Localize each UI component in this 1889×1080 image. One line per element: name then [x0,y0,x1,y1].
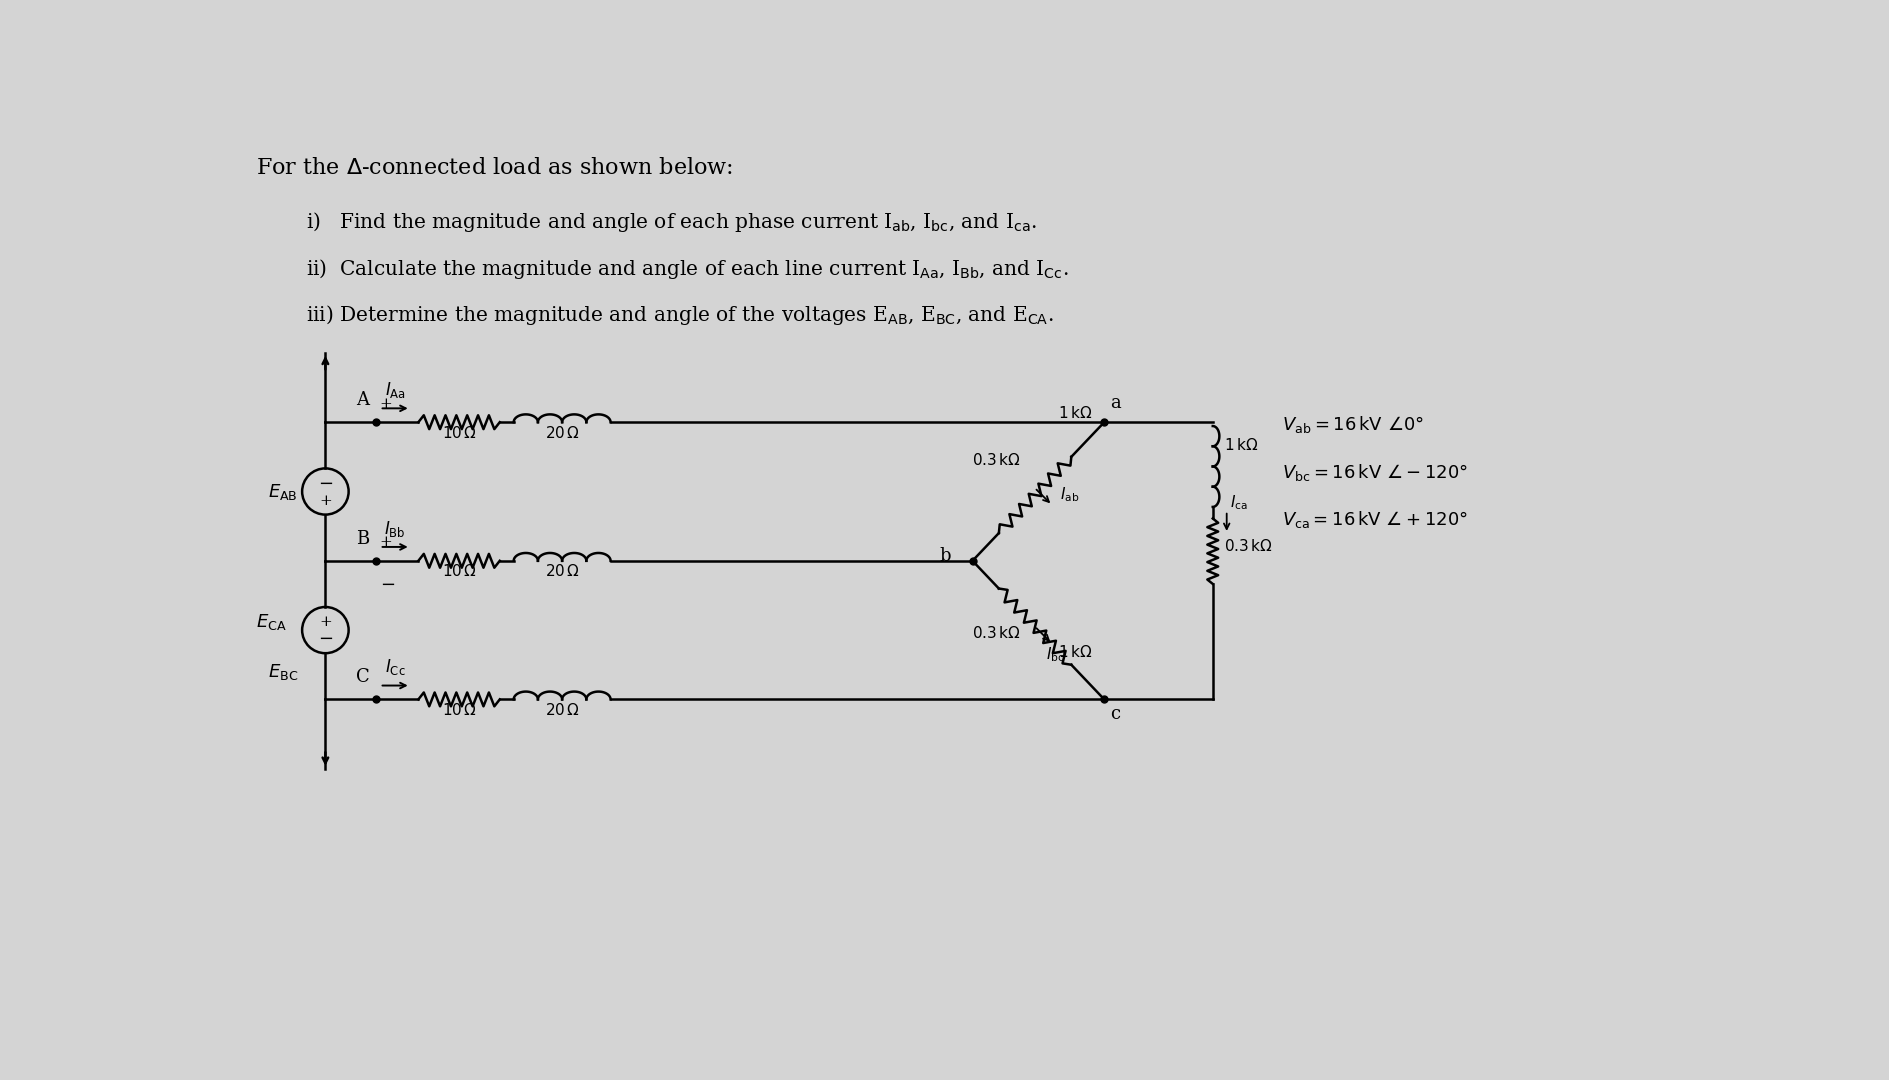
Text: ii)  Calculate the magnitude and angle of each line current I$_{\rm Aa}$, I$_{\r: ii) Calculate the magnitude and angle of… [306,257,1067,281]
Text: iii) Determine the magnitude and angle of the voltages E$_{\rm AB}$, E$_{\rm BC}: iii) Determine the magnitude and angle o… [306,302,1052,327]
Text: $V_{\rm ca} = 16\,{\rm kV}\ \angle +120°$: $V_{\rm ca} = 16\,{\rm kV}\ \angle +120°… [1283,510,1468,530]
Text: c: c [1111,704,1120,723]
Text: $E_{\rm BC}$: $E_{\rm BC}$ [268,662,298,683]
Text: $1\,{\rm k}\Omega$: $1\,{\rm k}\Omega$ [1058,644,1092,660]
Text: b: b [939,546,950,565]
Text: $I_{\rm ca}$: $I_{\rm ca}$ [1230,492,1247,512]
Text: +: + [319,616,332,630]
Text: $V_{\rm bc} = 16\,{\rm kV}\ \angle -120°$: $V_{\rm bc} = 16\,{\rm kV}\ \angle -120°… [1283,461,1468,483]
Text: $I_{\rm bc}$: $I_{\rm bc}$ [1047,646,1064,664]
Text: $V_{\rm ab} = 16\,{\rm kV}\ \angle 0°$: $V_{\rm ab} = 16\,{\rm kV}\ \angle 0°$ [1283,414,1424,435]
Text: −: − [380,577,395,594]
Text: a: a [1111,394,1120,413]
Text: $0.3\,{\rm k}\Omega$: $0.3\,{\rm k}\Omega$ [973,625,1020,640]
Text: +: + [380,536,393,550]
Text: $10\,\Omega$: $10\,\Omega$ [442,702,476,718]
Text: −: − [317,475,332,492]
Text: $20\,\Omega$: $20\,\Omega$ [544,702,580,718]
Text: $I_{\rm ab}$: $I_{\rm ab}$ [1060,485,1079,504]
Text: +: + [319,494,332,508]
Text: $E_{\rm CA}$: $E_{\rm CA}$ [255,612,287,633]
Text: $0.3\,{\rm k}\Omega$: $0.3\,{\rm k}\Omega$ [973,451,1020,468]
Text: For the $\Delta$-connected load as shown below:: For the $\Delta$-connected load as shown… [255,157,733,178]
Text: $20\,\Omega$: $20\,\Omega$ [544,563,580,579]
Text: A: A [357,391,370,409]
Text: $20\,\Omega$: $20\,\Omega$ [544,424,580,441]
Text: i)   Find the magnitude and angle of each phase current I$_{\rm ab}$, I$_{\rm bc: i) Find the magnitude and angle of each … [306,211,1037,234]
Text: B: B [357,529,370,548]
Text: −: − [317,631,332,648]
Text: $0.3\,{\rm k}\Omega$: $0.3\,{\rm k}\Omega$ [1222,538,1271,554]
Text: $10\,\Omega$: $10\,\Omega$ [442,424,476,441]
Text: $I_{\rm Aa}$: $I_{\rm Aa}$ [385,380,406,401]
Text: $I_{\rm Cc}$: $I_{\rm Cc}$ [385,658,406,677]
Text: $1\,{\rm k}\Omega$: $1\,{\rm k}\Omega$ [1058,405,1092,421]
Text: $E_{\rm AB}$: $E_{\rm AB}$ [268,482,297,501]
Text: C: C [355,669,370,686]
Text: $1\,{\rm k}\Omega$: $1\,{\rm k}\Omega$ [1222,437,1256,454]
Text: $10\,\Omega$: $10\,\Omega$ [442,563,476,579]
Text: $I_{\rm Bb}$: $I_{\rm Bb}$ [383,518,406,539]
Text: +: + [380,396,393,410]
